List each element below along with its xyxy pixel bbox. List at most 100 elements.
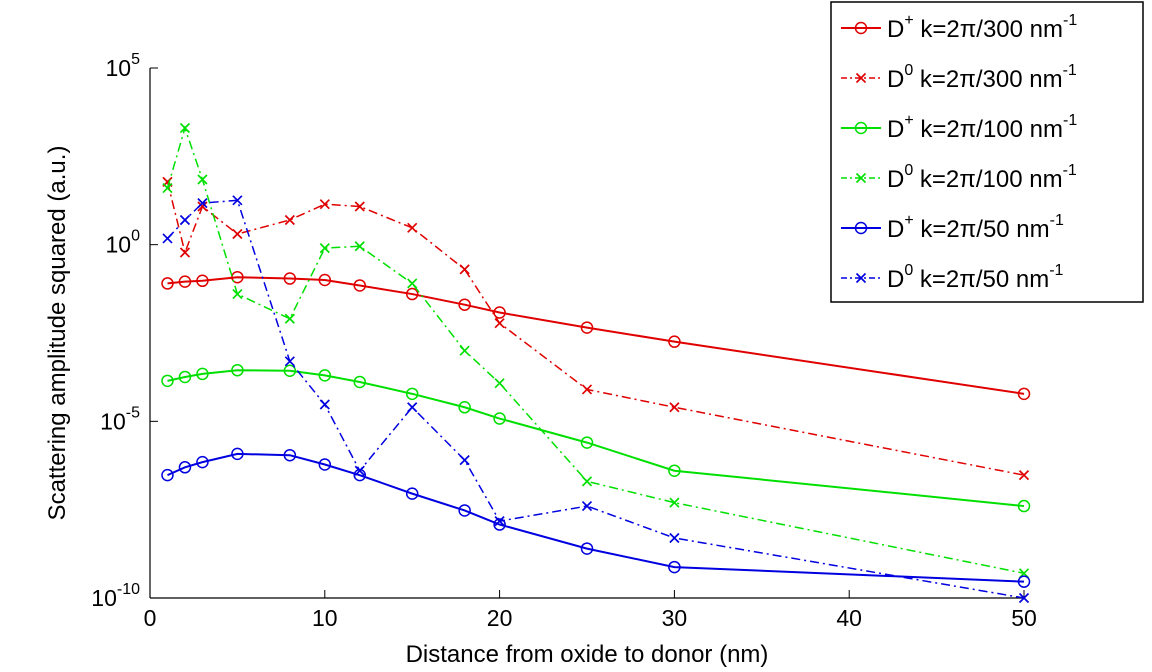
- data-point: [669, 532, 680, 544]
- legend-marker: [854, 21, 868, 35]
- data-point: [493, 306, 506, 319]
- legend-label: D0 k=2π/100 nm-1: [887, 162, 1077, 193]
- series-line: [167, 276, 1025, 395]
- data-point: [407, 222, 418, 233]
- data-point: [669, 497, 680, 508]
- data-point: [668, 464, 681, 477]
- data-point: [493, 412, 506, 425]
- data-point: [353, 279, 367, 292]
- series-6: [162, 195, 1030, 604]
- legend-entry: D+ k=2π/50 nm-1: [841, 212, 1064, 243]
- data-point: [668, 560, 681, 574]
- data-point: [161, 277, 174, 290]
- legend-entry: D+ k=2π/100 nm-1: [841, 112, 1077, 143]
- series-2: [162, 176, 1030, 481]
- data-point: [581, 384, 593, 395]
- x-axis-title: Distance from oxide to donor (nm): [406, 641, 769, 668]
- data-point: [161, 468, 174, 482]
- x-tick-label: 20: [487, 605, 513, 631]
- data-point: [283, 364, 297, 378]
- x-tick-label: 10: [312, 605, 338, 631]
- legend-marker: [855, 72, 867, 84]
- data-point: [1017, 387, 1031, 401]
- data-point: [232, 195, 243, 206]
- legend-entry: D0 k=2π/300 nm-1: [841, 62, 1077, 93]
- data-point: [162, 233, 173, 244]
- legend-marker: [854, 221, 868, 235]
- legend-label: D0 k=2π/50 nm-1: [887, 262, 1064, 293]
- data-point: [162, 182, 173, 194]
- data-point: [196, 274, 209, 288]
- y-tick-label: 105: [106, 51, 141, 81]
- y-axis-title: Scattering amplitude squared (a.u.): [44, 146, 71, 521]
- legend-entry: D0 k=2π/100 nm-1: [841, 162, 1077, 193]
- data-point: [668, 335, 681, 348]
- data-point: [669, 402, 680, 413]
- data-point: [494, 378, 505, 389]
- data-point: [283, 272, 297, 285]
- data-point: [178, 461, 192, 474]
- data-point: [458, 401, 471, 414]
- data-point: [283, 448, 297, 462]
- legend-label: D+ k=2π/300 nm-1: [887, 12, 1077, 43]
- x-tick-label: 30: [662, 605, 688, 631]
- data-point: [196, 455, 209, 469]
- data-point: [459, 345, 470, 356]
- data-point: [197, 198, 208, 209]
- data-point: [405, 287, 419, 301]
- legend-marker: [855, 172, 867, 184]
- data-point: [459, 264, 470, 275]
- x-tick-label: 50: [1011, 605, 1037, 631]
- data-point: [405, 487, 419, 500]
- y-tick-label: 100: [106, 228, 141, 258]
- data-point: [354, 241, 365, 252]
- series-line: [167, 452, 1025, 583]
- data-point: [458, 298, 471, 311]
- data-point: [1017, 499, 1031, 513]
- data-point: [407, 402, 418, 413]
- series-5: [161, 447, 1031, 588]
- legend-label: D+ k=2π/50 nm-1: [887, 212, 1064, 243]
- data-point: [231, 363, 244, 377]
- y-tick-label: 10-5: [100, 404, 140, 434]
- data-point: [1018, 470, 1030, 481]
- data-point: [178, 275, 192, 288]
- data-point: [1018, 592, 1030, 604]
- data-point: [405, 387, 419, 401]
- legend: D+ k=2π/300 nm-1 D0 k=2π/300 nm-1 D+ k=2π/…: [830, 1, 1144, 303]
- x-tick-label: 40: [836, 605, 862, 631]
- data-point: [581, 500, 593, 512]
- data-point: [318, 273, 332, 287]
- data-point: [318, 369, 332, 382]
- data-point: [178, 370, 192, 384]
- data-point: [196, 367, 209, 381]
- data-point: [179, 247, 191, 258]
- data-point: [319, 242, 330, 254]
- data-point: [161, 374, 174, 388]
- series-line: [167, 369, 1025, 508]
- data-point: [354, 201, 365, 212]
- series-3: [161, 363, 1031, 513]
- data-point: [494, 516, 505, 527]
- data-point: [580, 436, 594, 449]
- data-point: [354, 465, 365, 476]
- data-point: [494, 318, 505, 329]
- data-point: [353, 375, 367, 389]
- legend-entry: D0 k=2π/50 nm-1: [841, 262, 1064, 293]
- data-point: [179, 122, 191, 134]
- data-point: [232, 288, 243, 300]
- data-point: [232, 228, 243, 240]
- data-point: [407, 278, 418, 289]
- axes: 0 10 20 30 40 50 10-10 10-5 100 105: [91, 51, 1037, 631]
- legend-entry: D+ k=2π/300 nm-1: [841, 12, 1077, 43]
- legend-box: [830, 1, 1144, 303]
- legend-marker: [854, 121, 868, 135]
- data-point: [458, 504, 471, 517]
- data-point: [581, 476, 593, 487]
- data-point: [493, 518, 506, 531]
- data-point: [231, 270, 244, 284]
- legend-label: D0 k=2π/300 nm-1: [887, 62, 1077, 93]
- series-1: [161, 270, 1031, 401]
- data-point: [580, 321, 594, 334]
